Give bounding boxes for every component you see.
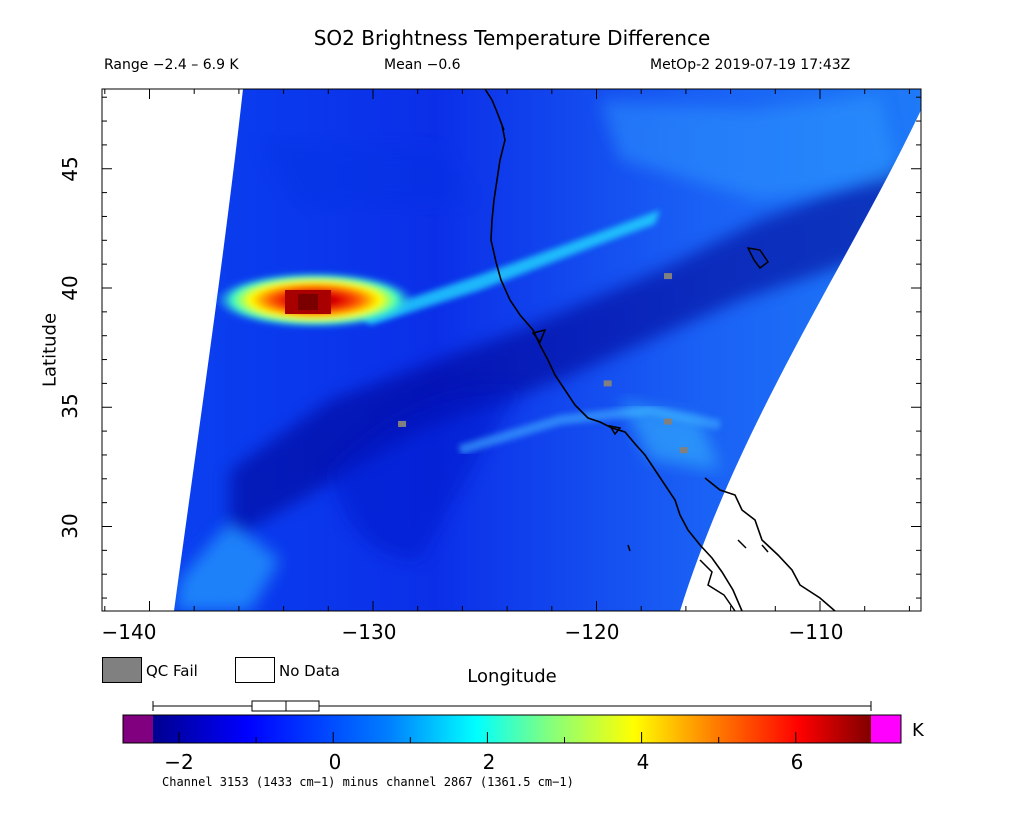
coastline: [484, 89, 743, 611]
colorbar-tick-label: 0: [328, 750, 342, 774]
caption: Channel 3153 (1433 cm−1) minus channel 2…: [162, 775, 574, 789]
x-tick-label: −120: [564, 620, 620, 644]
colorbar-ticks: [178, 732, 797, 743]
y-tick-label: 35: [58, 393, 82, 419]
y-tick-label: 30: [58, 513, 82, 539]
qc-fail-pixel: [603, 380, 612, 387]
coastline-mexico: [704, 477, 836, 611]
legend-no-data-label: No Data: [279, 662, 340, 680]
qc-fail-pixels: [398, 273, 688, 454]
legend-qc-fail-label: QC Fail: [146, 662, 198, 680]
qc-fail-pixel: [664, 273, 673, 280]
colorbar-frame: [122, 714, 902, 744]
colorbar-tick-label: 6: [790, 750, 804, 774]
qc-fail-pixel: [679, 447, 688, 454]
chart-title: SO2 Brightness Temperature Difference: [313, 26, 711, 50]
legend-no-data-swatch: [235, 657, 275, 683]
colorbar: [122, 700, 902, 744]
subtitle-range: Range −2.4 – 6.9 K: [104, 57, 239, 73]
y-axis-label: Latitude: [39, 312, 61, 388]
y-tick-label: 45: [58, 156, 82, 182]
subtitle-satellite-time: MetOp-2 2019-07-19 17:43Z: [650, 57, 851, 73]
x-tick-label: −140: [101, 620, 157, 644]
plume-peak: [298, 294, 318, 310]
coastline-islands: [499, 119, 770, 552]
qc-fail-pixel: [398, 420, 407, 427]
subtitle-mean: Mean −0.6: [384, 57, 461, 73]
legend-qc-fail-swatch: [102, 657, 142, 683]
y-tick-label: 40: [58, 275, 82, 301]
plot-frame: [101, 88, 922, 612]
axis-ticks: [102, 89, 921, 611]
x-tick-label: −130: [341, 620, 397, 644]
swath-texture: [175, 95, 921, 611]
colorbar-tick-label: −2: [164, 750, 194, 774]
coastline-baja-east: [699, 539, 769, 611]
colorbar-gradient: [153, 715, 871, 743]
x-axis-label: Longitude: [467, 666, 557, 687]
colorbar-over: [871, 715, 901, 743]
map-plot-area: [174, 89, 921, 611]
qc-fail-pixel: [664, 418, 673, 425]
colorbar-tick-label: 2: [482, 750, 496, 774]
colorbar-unit: K: [912, 720, 924, 741]
x-tick-label: −110: [788, 620, 844, 644]
colorbar-tick-label: 4: [636, 750, 650, 774]
colorbar-under: [123, 715, 153, 743]
